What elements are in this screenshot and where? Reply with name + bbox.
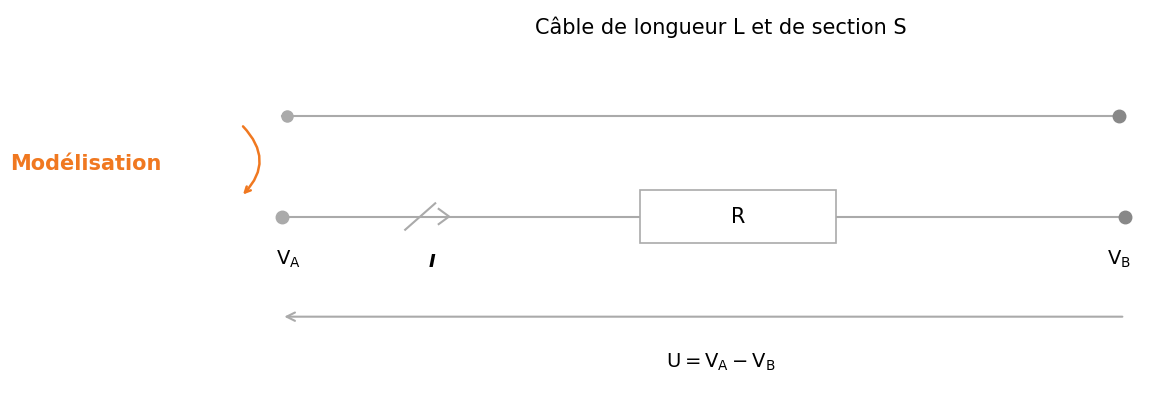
Text: $\mathregular{V_A}$: $\mathregular{V_A}$	[276, 249, 300, 270]
Text: $\mathregular{U = V_A - V_B}$: $\mathregular{U = V_A - V_B}$	[666, 351, 775, 373]
Text: I: I	[428, 253, 435, 271]
Bar	[640, 191, 836, 243]
Text: R: R	[731, 207, 745, 227]
Text: Modélisation: Modélisation	[10, 155, 162, 174]
Text: $\mathregular{V_B}$: $\mathregular{V_B}$	[1107, 249, 1131, 270]
Text: Câble de longueur L et de section S: Câble de longueur L et de section S	[535, 16, 907, 38]
